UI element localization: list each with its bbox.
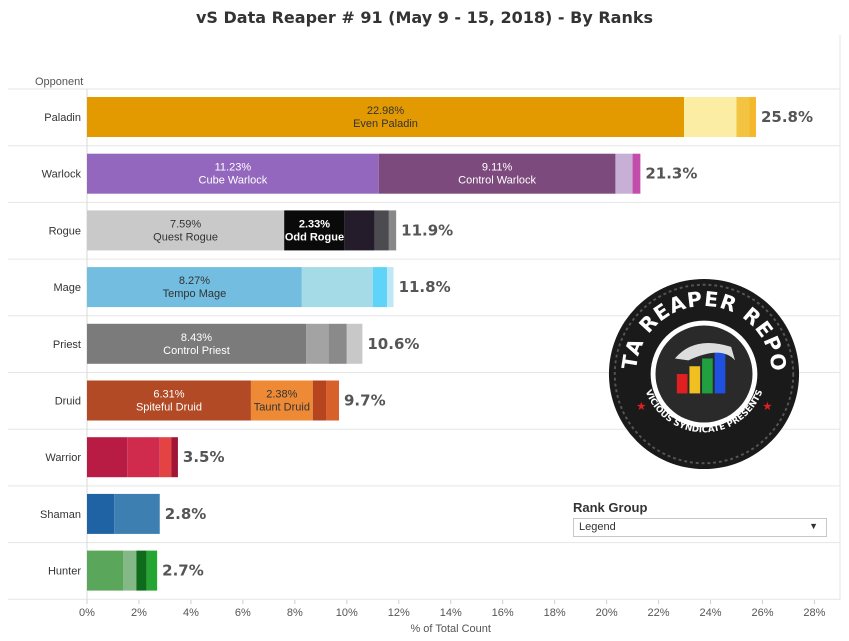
bar-segment-mage-1 (301, 267, 373, 308)
class-label-mage: Mage (53, 282, 81, 294)
total-label-hunter: 2.7% (162, 562, 204, 580)
bar-segment-rogue-1 (284, 210, 345, 251)
segment-value-label: 22.98% (367, 105, 405, 117)
chart-title: vS Data Reaper # 91 (May 9 - 15, 2018) -… (195, 8, 654, 27)
x-tick-label: 4% (183, 607, 199, 619)
segment-value-label: 8.27% (179, 275, 210, 287)
x-tick-label: 20% (596, 607, 618, 619)
segment-value-label: 8.43% (181, 332, 212, 344)
segment-archetype-label: Tempo Mage (163, 288, 227, 300)
class-label-shaman: Shaman (40, 509, 81, 521)
total-label-warrior: 3.5% (183, 448, 225, 466)
bar-segment-druid-3 (326, 380, 340, 421)
x-tick-label: 28% (803, 607, 825, 619)
bar-segment-paladin-0 (87, 97, 685, 137)
bar-segment-hunter-0 (87, 550, 124, 591)
bar-segment-druid-0 (87, 380, 251, 421)
rank-group-dropdown[interactable]: Legend ▼ (573, 518, 827, 537)
segment-archetype-label: Even Paladin (353, 118, 418, 130)
segment-value-label: 9.11% (482, 162, 513, 174)
bar-segment-warlock-1 (378, 153, 616, 194)
bar-segment-warlock-0 (87, 153, 379, 194)
bar-segment-rogue-0 (87, 210, 285, 251)
x-tick-label: 26% (751, 607, 773, 619)
bar-segment-hunter-1 (123, 550, 137, 591)
bar-segment-warlock-2 (615, 153, 633, 194)
x-tick-label: 14% (440, 607, 462, 619)
bar-segment-warrior-2 (159, 437, 172, 478)
total-label-rogue: 11.9% (401, 221, 453, 239)
segment-value-label: 2.33% (299, 218, 330, 230)
bar-segment-paladin-3 (749, 97, 756, 137)
segment-value-label: 2.38% (266, 389, 297, 401)
bar-segment-shaman-1 (114, 493, 160, 534)
bar-segment-rogue-2 (344, 210, 375, 251)
class-label-priest: Priest (53, 339, 81, 351)
svg-text:★: ★ (636, 400, 646, 413)
x-axis-title: % of Total Count (410, 623, 491, 635)
bar-segment-paladin-1 (684, 97, 737, 137)
bar-segment-mage-0 (87, 267, 302, 308)
x-tick-label: 24% (700, 607, 722, 619)
total-label-mage: 11.8% (399, 278, 451, 296)
bar-segment-shaman-0 (87, 493, 115, 534)
bar-segment-warrior-3 (171, 437, 178, 478)
segment-archetype-label: Control Warlock (458, 175, 536, 187)
total-label-priest: 10.6% (367, 335, 419, 353)
x-tick-label: 0% (79, 607, 95, 619)
rank-group-title: Rank Group (573, 500, 648, 515)
bar-segment-hunter-2 (136, 550, 147, 591)
bar-segment-paladin-2 (736, 97, 750, 137)
x-tick-label: 18% (544, 607, 566, 619)
total-label-paladin: 25.8% (761, 108, 813, 126)
bar-segment-priest-1 (306, 323, 329, 364)
bar-segment-priest-3 (346, 323, 363, 364)
total-label-warlock: 21.3% (645, 165, 697, 183)
bar-segment-mage-3 (387, 267, 394, 308)
segment-archetype-label: Spiteful Druid (136, 402, 202, 414)
class-label-warlock: Warlock (42, 169, 82, 181)
segment-archetype-label: Cube Warlock (199, 175, 268, 187)
svg-text:★: ★ (762, 400, 772, 413)
x-tick-label: 10% (336, 607, 358, 619)
x-tick-label: 8% (287, 607, 303, 619)
x-tick-label: 22% (648, 607, 670, 619)
x-tick-label: 6% (235, 607, 251, 619)
rank-group-selected: Legend (579, 521, 616, 533)
segment-archetype-label: Taunt Druid (254, 402, 310, 414)
x-tick-label: 2% (131, 607, 147, 619)
segment-archetype-label: Odd Rogue (285, 231, 344, 243)
x-tick-label: 16% (492, 607, 514, 619)
bar-segment-druid-1 (250, 380, 313, 421)
bar-segment-mage-2 (372, 267, 388, 308)
segment-value-label: 6.31% (153, 389, 184, 401)
class-label-paladin: Paladin (44, 112, 81, 124)
bar-segment-druid-2 (312, 380, 327, 421)
data-reaper-report-logo: DATA REAPER REPORT VICIOUS SYNDICATE PRE… (607, 277, 800, 470)
total-label-druid: 9.7% (344, 392, 386, 410)
bar-segment-hunter-3 (146, 550, 158, 591)
bar-segment-warrior-1 (127, 437, 160, 478)
class-label-druid: Druid (55, 396, 81, 408)
bar-segment-rogue-3 (374, 210, 389, 251)
opponent-axis-header: Opponent (35, 76, 84, 88)
segment-archetype-label: Control Priest (163, 345, 230, 357)
segment-archetype-label: Quest Rogue (153, 231, 218, 243)
bar-segment-warlock-3 (632, 153, 641, 194)
chevron-down-icon[interactable]: ▼ (809, 521, 818, 531)
class-label-rogue: Rogue (49, 225, 81, 237)
segment-value-label: 7.59% (170, 218, 201, 230)
class-label-hunter: Hunter (48, 566, 81, 578)
bar-segment-rogue-4 (388, 210, 397, 251)
bar-segment-warrior-0 (87, 437, 128, 478)
total-label-shaman: 2.8% (165, 505, 207, 523)
segment-value-label: 11.23% (215, 162, 252, 174)
x-tick-label: 12% (388, 607, 410, 619)
bar-segment-priest-0 (87, 323, 307, 364)
bar-segment-priest-2 (328, 323, 347, 364)
class-label-warrior: Warrior (45, 452, 81, 464)
